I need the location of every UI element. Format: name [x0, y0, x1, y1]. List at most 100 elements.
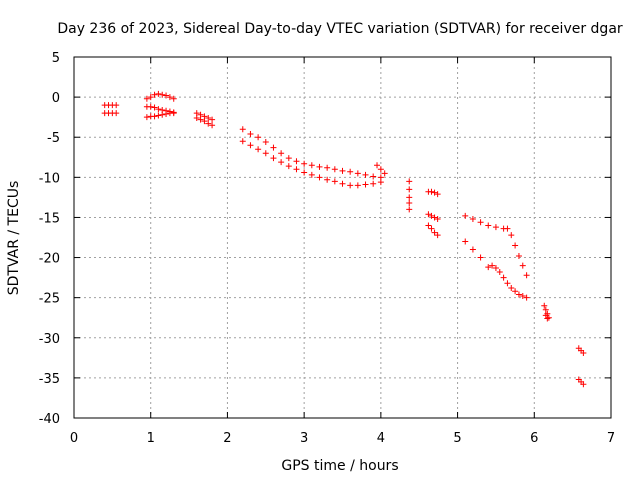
- y-tick-label: -40: [39, 412, 60, 427]
- data-point: [331, 166, 338, 173]
- x-tick-label: 4: [377, 431, 385, 446]
- data-point: [500, 274, 507, 281]
- data-point: [155, 112, 162, 119]
- x-tick-label: 3: [300, 431, 308, 446]
- data-point: [170, 110, 177, 117]
- data-point: [247, 131, 254, 138]
- data-point: [159, 91, 166, 98]
- series-arc-4c: [374, 162, 388, 177]
- data-point: [462, 212, 469, 219]
- data-point: [434, 232, 441, 239]
- data-point: [308, 171, 315, 178]
- data-point: [431, 189, 438, 196]
- tick-layer: [73, 56, 612, 419]
- y-tick-label: -10: [39, 171, 60, 186]
- x-tick-label: 2: [223, 431, 231, 446]
- data-point: [469, 246, 476, 253]
- data-point: [504, 280, 511, 287]
- data-point: [285, 155, 292, 162]
- data-point: [469, 216, 476, 223]
- data-point: [477, 219, 484, 226]
- data-point: [316, 163, 323, 170]
- y-axis-label: SDTVAR / TECUs: [6, 181, 22, 296]
- data-point: [512, 242, 519, 249]
- y-tick-label: -35: [39, 372, 60, 387]
- data-point: [239, 138, 246, 145]
- data-point: [159, 111, 166, 118]
- data-point: [519, 293, 526, 300]
- data-point: [205, 114, 212, 121]
- data-point: [485, 264, 492, 271]
- data-point: [354, 182, 361, 189]
- data-point: [462, 238, 469, 245]
- data-point: [374, 162, 381, 169]
- y-tick-label: -30: [39, 332, 60, 347]
- data-point: [508, 285, 515, 292]
- data-point: [339, 180, 346, 187]
- data-point: [255, 134, 262, 141]
- series-arc-9b: [575, 376, 587, 388]
- data-point: [324, 176, 331, 183]
- data-point: [508, 232, 515, 239]
- data-point: [331, 178, 338, 185]
- y-tick-label: -25: [39, 292, 60, 307]
- chart-title: Day 236 of 2023, Sidereal Day-to-day VTE…: [57, 21, 623, 37]
- data-point: [278, 150, 285, 157]
- plot-frame: [73, 56, 612, 419]
- x-tick-label: 5: [453, 431, 461, 446]
- y-tick-label: 0: [52, 91, 60, 106]
- series-arc-7a: [462, 212, 530, 279]
- grid-layer: [74, 57, 611, 418]
- data-point: [270, 144, 277, 151]
- data-point: [406, 186, 413, 193]
- x-tick-labels: 0 1 2 3 4 5 6 7: [70, 431, 615, 446]
- data-point: [406, 200, 413, 207]
- series-arc-1b: [101, 110, 120, 117]
- data-point: [492, 224, 499, 231]
- data-point: [428, 225, 435, 232]
- data-point: [262, 139, 269, 146]
- data-point: [347, 168, 354, 175]
- data-point: [580, 350, 587, 357]
- data-point: [347, 182, 354, 189]
- data-point: [515, 291, 522, 298]
- data-point: [163, 110, 170, 117]
- data-point: [209, 116, 216, 123]
- data-point: [425, 222, 432, 229]
- y-tick-label: -5: [47, 131, 60, 146]
- data-point: [354, 170, 361, 177]
- data-point: [193, 114, 200, 121]
- data-point: [425, 211, 432, 218]
- y-tick-label: -15: [39, 211, 60, 226]
- data-point: [166, 94, 173, 101]
- data-point: [580, 381, 587, 388]
- data-point: [278, 159, 285, 166]
- data-point: [406, 206, 413, 213]
- data-point: [489, 262, 496, 269]
- series-arc-6c: [425, 222, 441, 239]
- x-axis-label: GPS time / hours: [281, 458, 398, 474]
- data-point: [431, 214, 438, 221]
- data-point: [542, 306, 549, 313]
- series-arc-4a: [239, 126, 384, 181]
- data-point: [293, 166, 300, 173]
- data-point: [523, 272, 530, 279]
- data-point: [301, 169, 308, 176]
- data-point: [147, 103, 154, 110]
- data-point: [255, 146, 262, 153]
- data-point: [504, 225, 511, 232]
- data-point: [147, 94, 154, 101]
- series-arc-8: [541, 302, 552, 322]
- series-arc-3b: [193, 114, 216, 129]
- data-point: [381, 170, 388, 177]
- data-point: [151, 104, 158, 111]
- series-arc-7b: [462, 238, 530, 301]
- data-point: [406, 178, 413, 185]
- data-point: [492, 264, 499, 271]
- data-point: [496, 268, 503, 275]
- data-point: [151, 91, 158, 98]
- data-point: [377, 166, 384, 173]
- x-tick-label: 7: [607, 431, 615, 446]
- data-point: [262, 150, 269, 157]
